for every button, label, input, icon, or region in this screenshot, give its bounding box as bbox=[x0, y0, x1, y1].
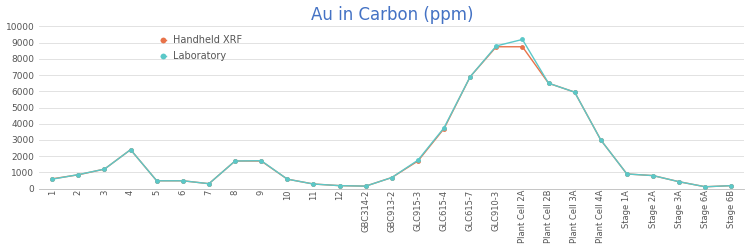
Laboratory bbox=[309, 183, 318, 186]
Title: Au in Carbon (ppm): Au in Carbon (ppm) bbox=[310, 5, 473, 24]
Handheld XRF bbox=[518, 45, 527, 48]
Laboratory bbox=[205, 182, 214, 185]
Laboratory bbox=[466, 75, 475, 78]
Laboratory bbox=[126, 148, 135, 151]
Handheld XRF bbox=[622, 173, 632, 176]
Handheld XRF bbox=[205, 182, 214, 185]
Laboratory bbox=[544, 82, 553, 85]
Handheld XRF bbox=[675, 180, 684, 183]
Handheld XRF bbox=[335, 184, 344, 187]
Handheld XRF bbox=[492, 45, 501, 48]
Handheld XRF bbox=[48, 177, 57, 180]
Line: Handheld XRF: Handheld XRF bbox=[50, 44, 733, 189]
Handheld XRF bbox=[466, 75, 475, 78]
Handheld XRF bbox=[596, 138, 605, 141]
Laboratory bbox=[362, 185, 370, 187]
Handheld XRF bbox=[152, 179, 161, 182]
Handheld XRF bbox=[727, 184, 736, 187]
Laboratory bbox=[622, 173, 632, 176]
Handheld XRF bbox=[700, 185, 709, 188]
Handheld XRF bbox=[256, 160, 265, 163]
Laboratory bbox=[74, 173, 82, 176]
Handheld XRF bbox=[413, 160, 422, 163]
Handheld XRF bbox=[309, 183, 318, 186]
Laboratory bbox=[48, 178, 57, 181]
Handheld XRF bbox=[440, 127, 448, 130]
Handheld XRF bbox=[387, 176, 396, 179]
Handheld XRF bbox=[178, 179, 188, 182]
Laboratory bbox=[283, 178, 292, 181]
Laboratory bbox=[413, 159, 422, 162]
Handheld XRF bbox=[362, 185, 370, 187]
Line: Laboratory: Laboratory bbox=[50, 37, 733, 189]
Laboratory bbox=[675, 180, 684, 183]
Handheld XRF bbox=[126, 148, 135, 151]
Laboratory bbox=[230, 160, 239, 163]
Handheld XRF bbox=[570, 91, 579, 94]
Laboratory bbox=[649, 174, 658, 177]
Handheld XRF bbox=[230, 160, 239, 163]
Handheld XRF bbox=[100, 168, 109, 171]
Laboratory bbox=[387, 176, 396, 179]
Laboratory bbox=[100, 168, 109, 171]
Laboratory bbox=[178, 179, 188, 182]
Laboratory bbox=[335, 184, 344, 187]
Laboratory bbox=[518, 38, 527, 41]
Laboratory bbox=[440, 126, 448, 129]
Laboratory bbox=[596, 138, 605, 141]
Handheld XRF bbox=[74, 173, 82, 176]
Handheld XRF bbox=[649, 174, 658, 177]
Laboratory bbox=[727, 184, 736, 187]
Laboratory bbox=[570, 91, 579, 94]
Laboratory bbox=[700, 185, 709, 188]
Laboratory bbox=[152, 179, 161, 182]
Handheld XRF bbox=[544, 82, 553, 85]
Laboratory bbox=[492, 45, 501, 48]
Handheld XRF bbox=[283, 178, 292, 181]
Legend: Handheld XRF, Laboratory: Handheld XRF, Laboratory bbox=[157, 31, 247, 65]
Laboratory bbox=[256, 159, 265, 162]
